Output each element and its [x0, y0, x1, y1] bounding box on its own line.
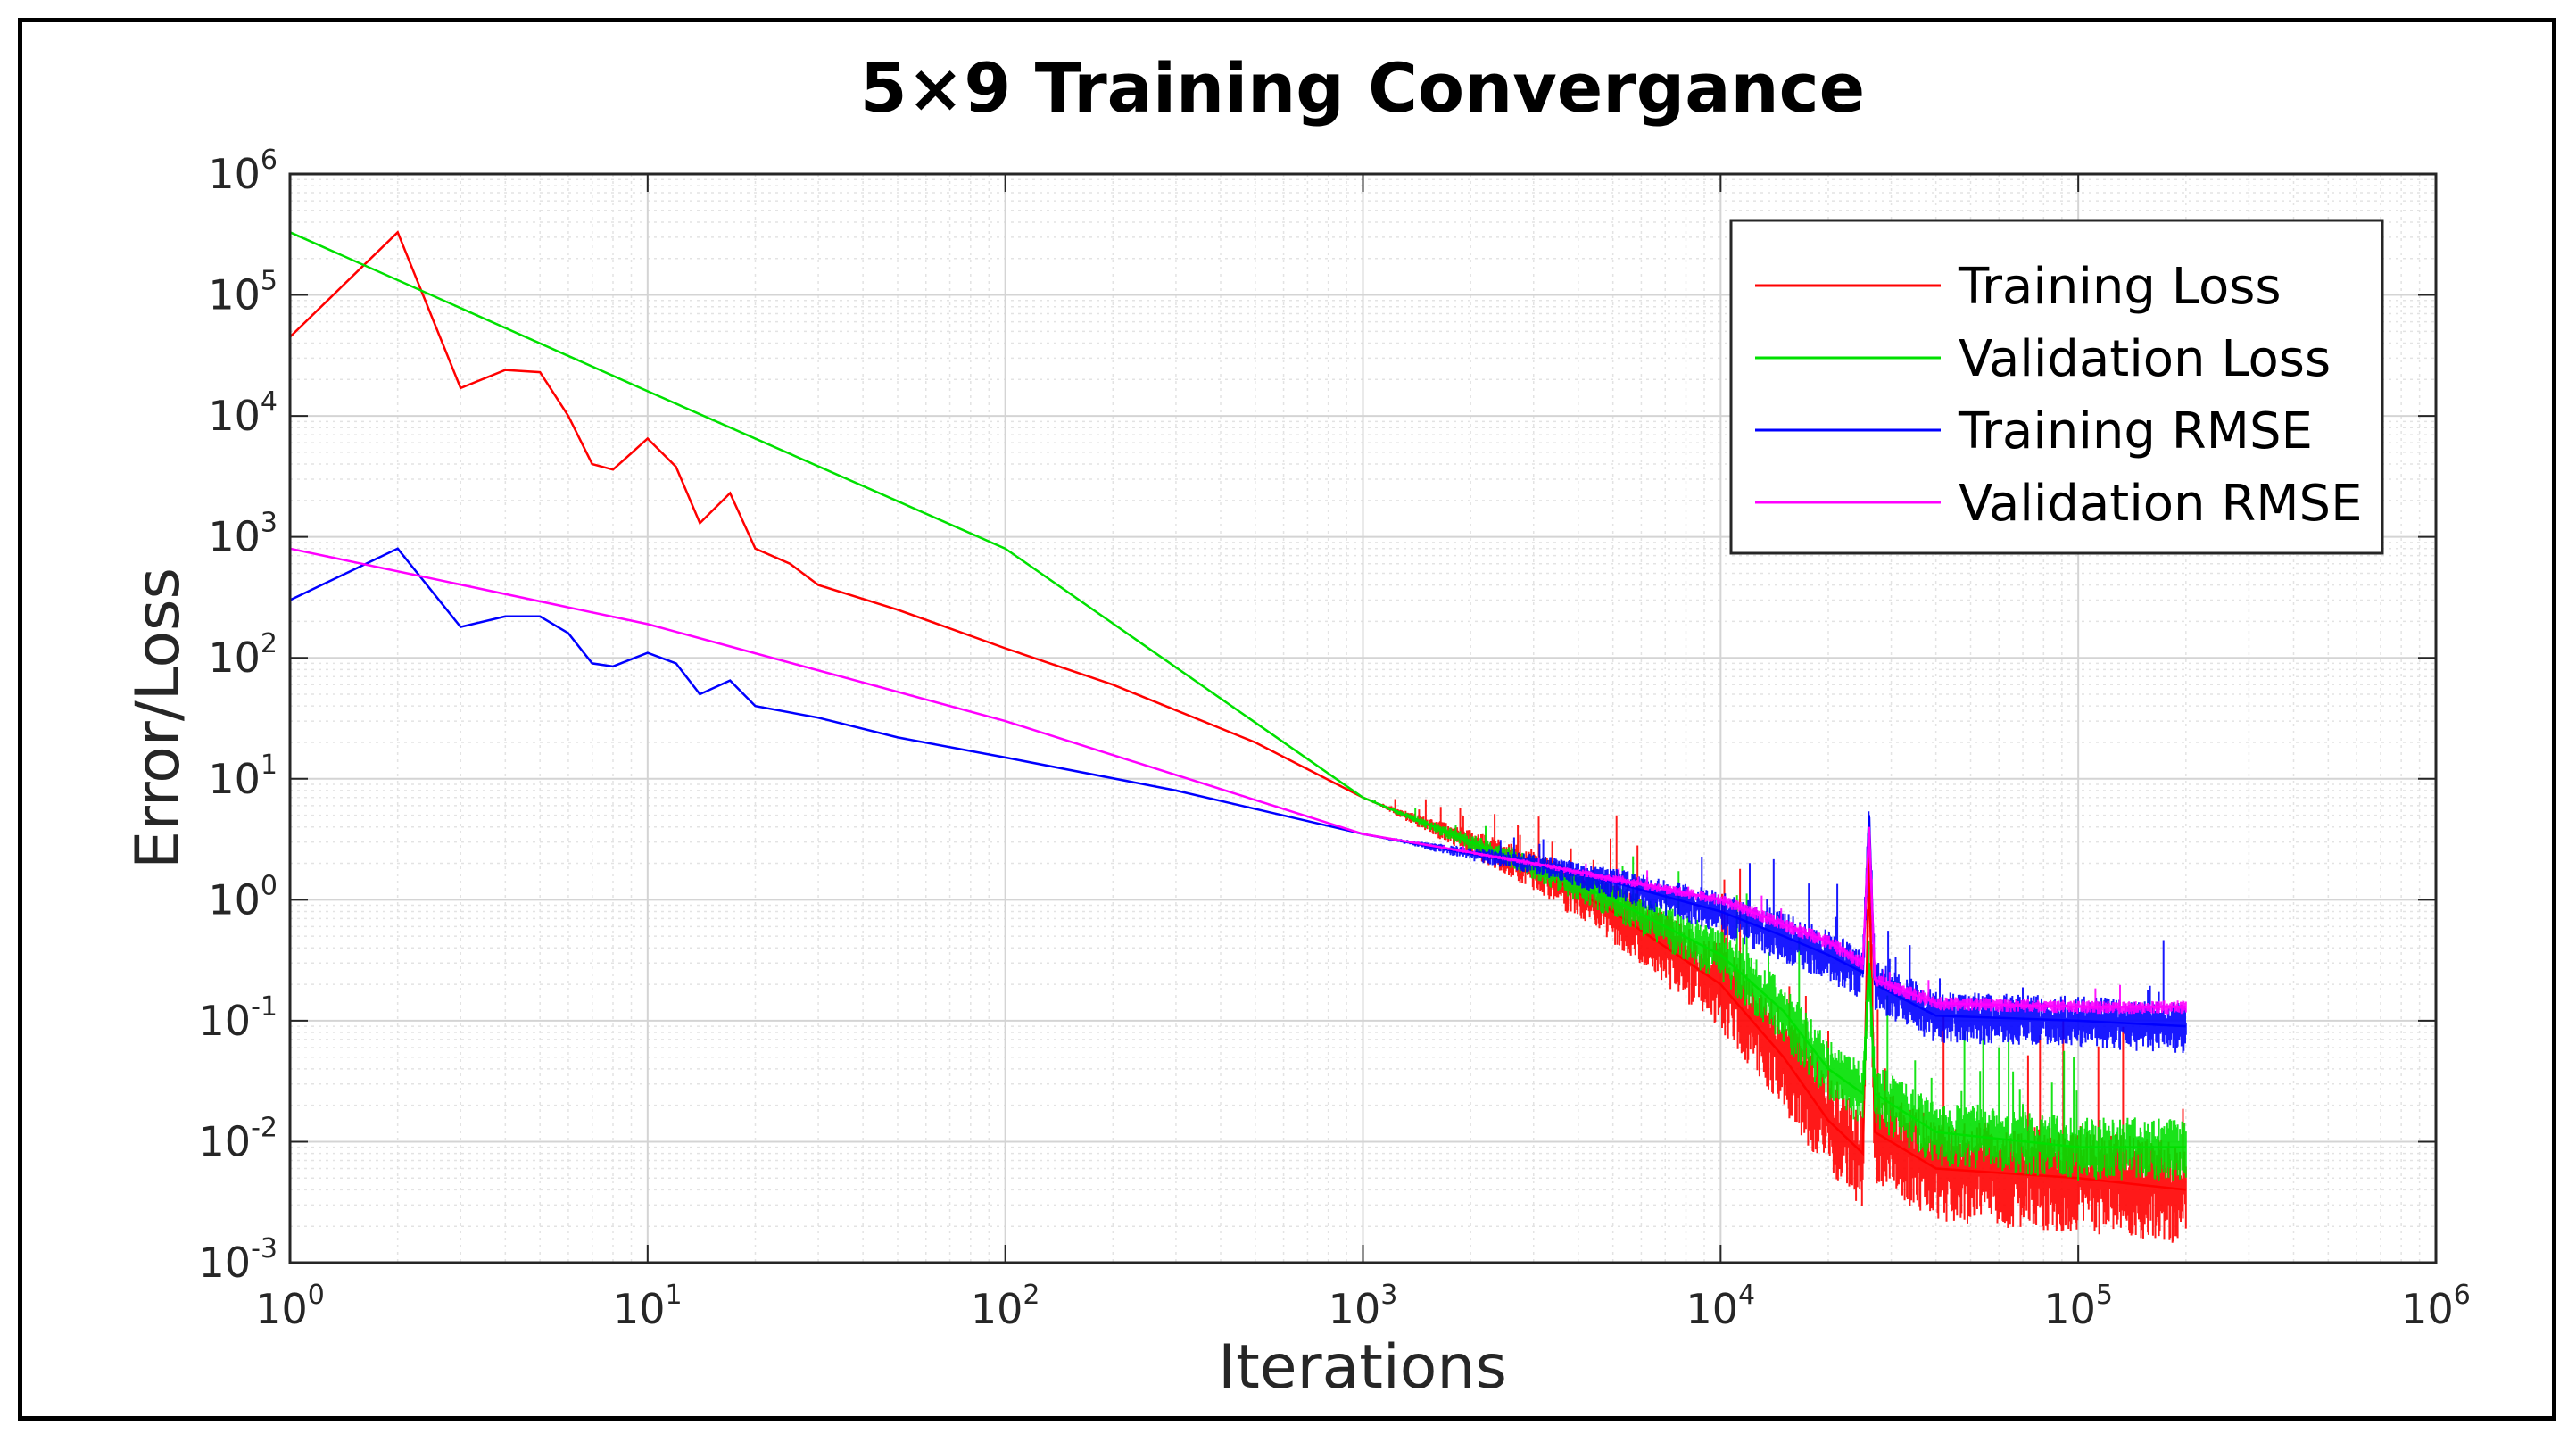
legend-label: Training RMSE — [1958, 402, 2313, 460]
legend-label: Training Loss — [1958, 258, 2282, 316]
series-line — [289, 231, 2186, 1148]
legend-box — [1729, 219, 2384, 555]
x-tick-label: 105 — [2043, 1280, 2113, 1333]
legend: Training Loss Validation Loss Training RMS… — [1729, 219, 2384, 555]
y-axis-title: Error/Loss — [123, 568, 194, 869]
y-tick-label: 102 — [208, 628, 277, 682]
series-line — [289, 230, 2186, 1191]
y-tick-label: 101 — [208, 750, 277, 803]
tick-marks — [289, 173, 2437, 1264]
x-tick-label: 102 — [971, 1280, 1040, 1333]
y-tick-label: 10-3 — [199, 1233, 277, 1287]
series-line — [289, 547, 2186, 1028]
y-tick-label: 10-1 — [199, 991, 277, 1045]
chart: 100 101 102 103 104 105 106 10-3 10-2 10-1 100 101… — [123, 48, 2471, 1403]
y-tick-label: 10-2 — [199, 1112, 277, 1165]
y-tick-label: 103 — [208, 508, 277, 561]
chart-title: 5×9 Training Convergance — [860, 48, 1865, 128]
y-tick-label: 106 — [208, 145, 277, 198]
legend-label: Validation RMSE — [1959, 475, 2362, 533]
figure-frame: 100 101 102 103 104 105 106 10-3 10-2 10-1 100 101… — [18, 18, 2556, 1421]
y-tick-label: 100 — [208, 870, 277, 924]
series-layer — [289, 230, 2187, 1243]
x-axis-title: Iterations — [1218, 1332, 1507, 1403]
y-tick-label: 104 — [208, 386, 277, 440]
x-tick-label: 103 — [1329, 1280, 1398, 1333]
x-tick-label: 101 — [613, 1280, 683, 1333]
x-tick-label: 100 — [255, 1280, 325, 1333]
x-tick-labels: 100 101 102 103 104 105 106 — [255, 1280, 2471, 1333]
y-tick-labels: 10-3 10-2 10-1 100 101 102 103 104 105 106 — [199, 145, 277, 1287]
x-tick-label: 106 — [2401, 1280, 2471, 1333]
series-line — [289, 547, 2186, 1008]
series-validation-loss — [289, 231, 2187, 1181]
series-validation-rmse — [289, 547, 2187, 1015]
y-tick-label: 105 — [208, 266, 277, 319]
series-training-rmse — [289, 547, 2187, 1053]
legend-label: Validation Loss — [1959, 330, 2331, 388]
x-tick-label: 104 — [1686, 1280, 1756, 1333]
